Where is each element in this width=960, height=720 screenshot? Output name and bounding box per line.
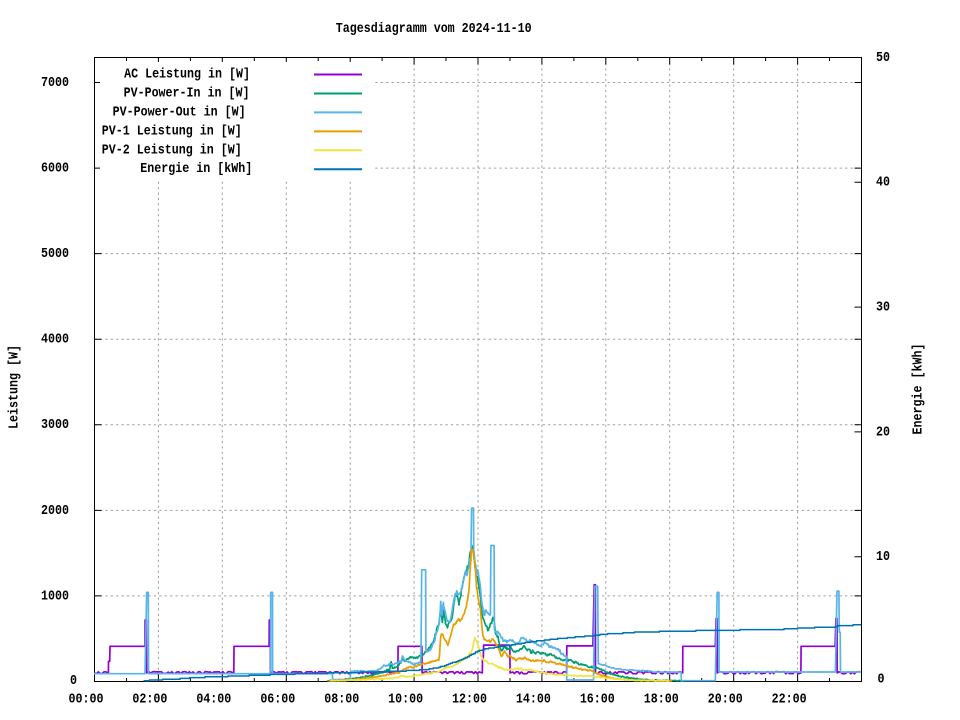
svg-text:06:00: 06:00: [260, 691, 295, 707]
svg-text:20:00: 20:00: [708, 691, 743, 707]
svg-text:0: 0: [70, 672, 77, 688]
svg-text:16:00: 16:00: [580, 691, 615, 707]
svg-text:30: 30: [876, 299, 890, 315]
svg-text:PV-1 Leistung in [W]: PV-1 Leistung in [W]: [102, 122, 242, 138]
svg-text:6000: 6000: [41, 160, 69, 176]
svg-text:0: 0: [878, 670, 885, 686]
svg-text:12:00: 12:00: [452, 691, 487, 707]
svg-text:50: 50: [876, 49, 890, 65]
svg-text:22:00: 22:00: [772, 691, 807, 707]
svg-text:40: 40: [876, 174, 890, 190]
svg-text:02:00: 02:00: [132, 691, 167, 707]
svg-text:PV-Power-Out in [W]: PV-Power-Out in [W]: [113, 103, 246, 119]
svg-text:Energie [kWh]: Energie [kWh]: [910, 344, 926, 435]
svg-text:1000: 1000: [41, 587, 69, 603]
svg-text:10: 10: [876, 548, 890, 564]
svg-text:Energie in [kWh]: Energie in [kWh]: [140, 160, 252, 176]
svg-text:18:00: 18:00: [644, 691, 679, 707]
svg-text:2000: 2000: [41, 502, 69, 518]
svg-text:AC Leistung in [W]: AC Leistung in [W]: [124, 66, 250, 82]
svg-text:00:00: 00:00: [69, 691, 104, 707]
svg-text:4000: 4000: [41, 331, 69, 347]
svg-text:Leistung [W]: Leistung [W]: [6, 345, 22, 429]
svg-text:Tagesdiagramm vom 2024-11-10: Tagesdiagramm vom 2024-11-10: [336, 20, 532, 36]
svg-text:08:00: 08:00: [324, 691, 359, 707]
svg-text:14:00: 14:00: [516, 691, 551, 707]
svg-text:PV-Power-In in [W]: PV-Power-In in [W]: [124, 85, 250, 101]
svg-text:20: 20: [876, 423, 890, 439]
svg-text:10:00: 10:00: [388, 691, 423, 707]
svg-text:7000: 7000: [41, 74, 69, 90]
svg-text:3000: 3000: [41, 416, 69, 432]
svg-text:PV-2 Leistung in [W]: PV-2 Leistung in [W]: [102, 141, 242, 157]
svg-text:5000: 5000: [41, 245, 69, 261]
svg-text:04:00: 04:00: [196, 691, 231, 707]
